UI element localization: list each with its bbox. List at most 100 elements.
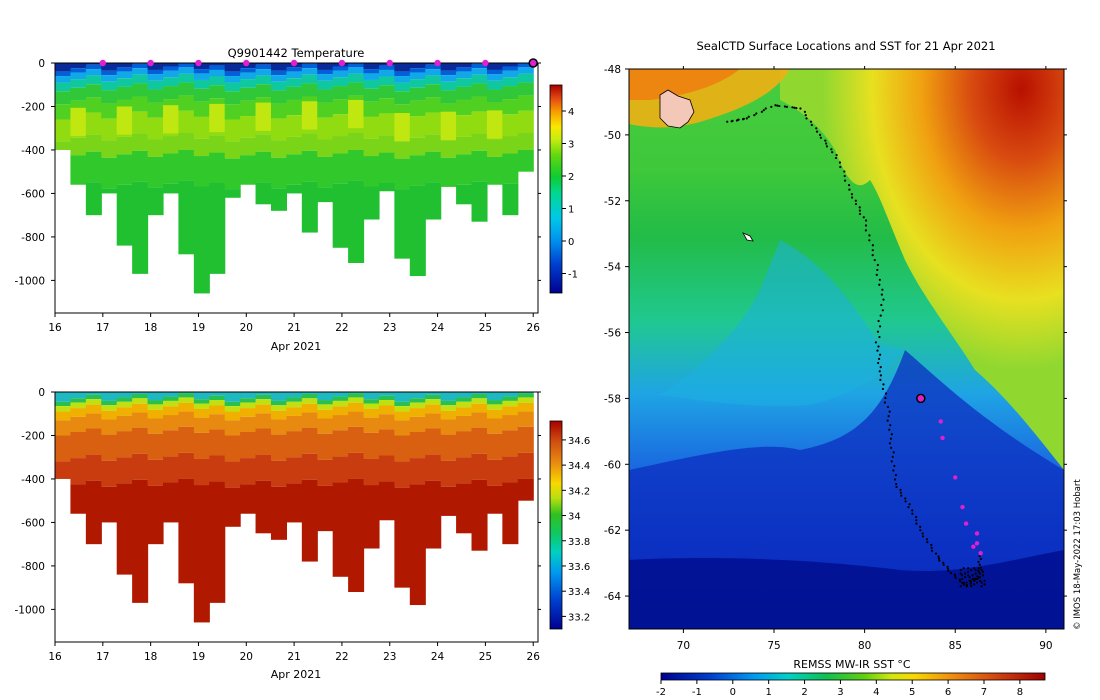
profile-cell: [147, 404, 164, 410]
profile-cell: [55, 63, 72, 72]
track-point: [737, 118, 740, 121]
profile-cell: [70, 458, 87, 485]
profile-cell: [132, 96, 149, 112]
track-point: [890, 433, 894, 436]
profile-cell: [471, 181, 488, 222]
profile-cell: [255, 399, 272, 405]
profile-cell: [132, 63, 149, 69]
profile-cell: [286, 401, 303, 408]
track-point: [879, 366, 882, 369]
profile-cell: [209, 392, 226, 396]
track-point: [843, 174, 846, 178]
profile-cell: [440, 81, 457, 91]
track-point: [919, 529, 922, 532]
track-point: [979, 566, 983, 569]
profile-cell: [178, 110, 195, 133]
profile-cell: [409, 416, 426, 432]
profile-cell: [502, 114, 519, 137]
profile-cell: [178, 402, 195, 412]
track-point: [930, 549, 934, 552]
profile-cell: [162, 482, 180, 523]
surface-marker: [243, 59, 250, 67]
profile-cell: [209, 183, 226, 274]
track-point: [895, 482, 898, 486]
surface-marker: [99, 59, 107, 67]
track-point: [764, 107, 767, 110]
profile-cell: [116, 78, 133, 87]
track-point: [977, 567, 980, 570]
track-point: [949, 571, 953, 575]
profile-cell: [224, 158, 241, 190]
profile-cell: [178, 478, 195, 584]
profile-cell: [517, 402, 534, 412]
map-x-tick-label: 90: [1039, 640, 1052, 652]
profile-cell: [132, 111, 149, 134]
profile-cell: [456, 184, 473, 205]
track-point: [881, 288, 884, 291]
profile-cell: [240, 484, 257, 514]
track-point: [864, 224, 868, 227]
profile-cell: [270, 188, 287, 211]
x-tick-label: 20: [240, 322, 253, 334]
profile-cell: [147, 400, 164, 405]
profile-cell: [255, 134, 272, 152]
track-point: [815, 127, 818, 130]
profile-cell: [440, 140, 457, 158]
x-tick-label: 25: [479, 322, 492, 334]
map-y-tick-label: -58: [604, 393, 621, 405]
track-point: [971, 577, 974, 581]
profile-cell: [332, 482, 349, 577]
track-point: [805, 117, 808, 120]
profile-cell: [147, 117, 164, 140]
track-point: [977, 560, 980, 563]
profile-cell: [301, 68, 318, 75]
profile-cell: [286, 67, 303, 72]
profile-cell: [517, 393, 534, 398]
profile-cell: [440, 486, 457, 516]
profile-cell: [502, 415, 519, 431]
profile-cell: [101, 118, 118, 141]
profile-cell: [301, 63, 318, 69]
track-point: [938, 559, 941, 562]
salinity-y-ticks: 0 -200 -400 -600 -800 -1000: [14, 387, 541, 616]
profile-cell: [240, 432, 257, 459]
profile-cell: [193, 432, 210, 459]
profile-cell: [224, 435, 241, 462]
track-point: [946, 567, 950, 570]
profile-cell: [317, 102, 334, 118]
track-point: [921, 532, 924, 535]
profile-cell: [425, 69, 442, 76]
profile-cell: [162, 66, 180, 71]
profile-cell: [162, 456, 180, 483]
profile-cell: [101, 103, 118, 119]
profile-cell: [486, 392, 503, 401]
credit-text: © IMOS 18-May-2022 17:03 Hobart: [1073, 479, 1083, 630]
profile-cell: [70, 155, 87, 185]
profile-cell: [255, 428, 272, 455]
track-point: [745, 117, 748, 120]
profile-cell: [116, 106, 133, 135]
temperature-colorbar-ticks: -1 0 1 2 3 4: [562, 107, 578, 281]
profile-cell: [116, 71, 133, 79]
profile-cell: [286, 115, 303, 137]
x-tick-label: 17: [96, 651, 109, 663]
track-point: [961, 581, 964, 584]
x-tick-label: 17: [96, 322, 109, 334]
profile-cell: [332, 400, 349, 407]
profile-cell: [270, 392, 287, 401]
profile-cell: [240, 155, 257, 185]
profile-cell: [70, 87, 87, 101]
track-point: [877, 345, 880, 348]
profile-cell: [70, 408, 87, 417]
profile-cell: [502, 482, 519, 545]
profile-cell: [301, 453, 318, 480]
profile-cell: [502, 70, 519, 78]
profile-cell: [286, 86, 303, 100]
sst-colorbar-label: REMSS MW-IR SST °C: [793, 658, 911, 671]
profile-cell: [116, 136, 133, 155]
surface-marker: [147, 59, 154, 67]
salinity-colorbar-ticks: 33.2 33.4 33.6 33.8 34 34.2 34.4 34.6: [562, 436, 590, 623]
track-point: [893, 464, 896, 468]
current-position-marker: [916, 393, 926, 404]
